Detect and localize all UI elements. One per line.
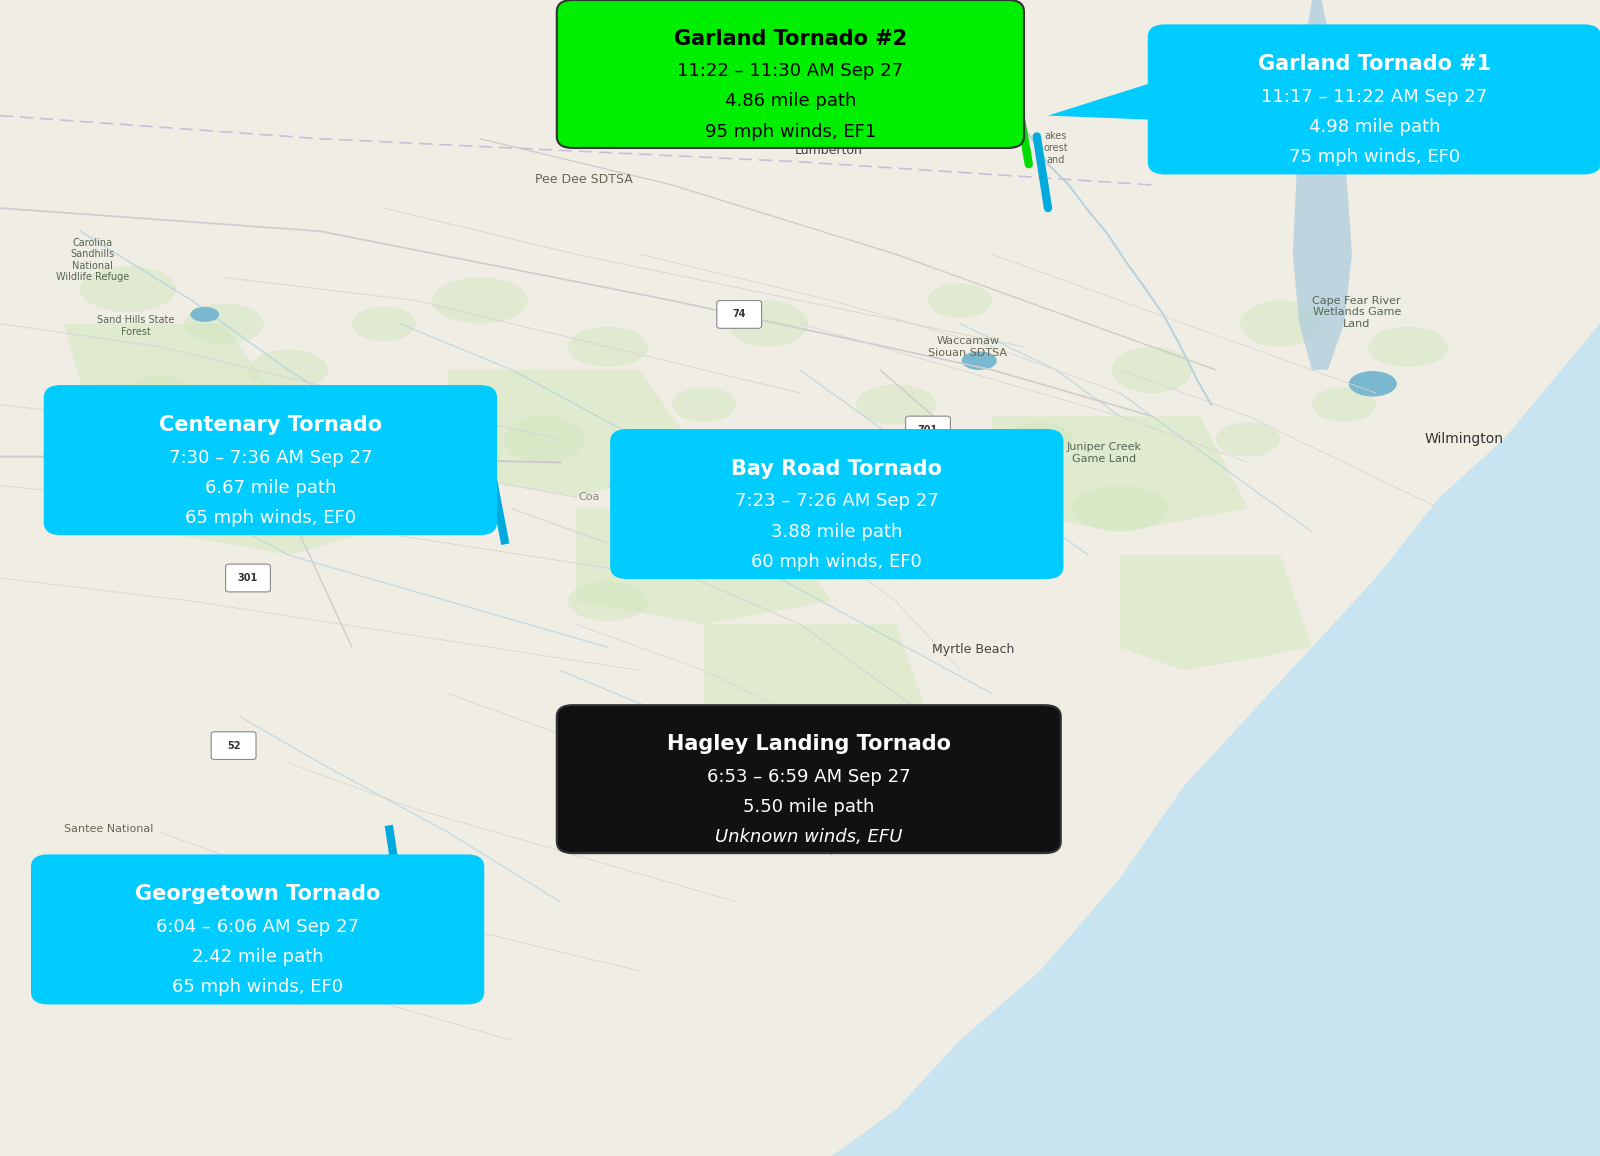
Ellipse shape: [728, 301, 808, 347]
Ellipse shape: [190, 306, 219, 321]
Ellipse shape: [1312, 387, 1376, 422]
Text: Unknown winds, EFU: Unknown winds, EFU: [715, 828, 902, 846]
Polygon shape: [64, 324, 288, 462]
Polygon shape: [832, 324, 1600, 1156]
FancyBboxPatch shape: [211, 732, 256, 759]
Ellipse shape: [320, 491, 384, 526]
Ellipse shape: [80, 266, 176, 312]
Text: 65 mph winds, EF0: 65 mph winds, EF0: [173, 978, 342, 996]
Text: Carolina
Sandhills
National
Wildlife Refuge: Carolina Sandhills National Wildlife Ref…: [56, 238, 130, 282]
Text: Wilmington: Wilmington: [1424, 432, 1504, 446]
Text: Coa: Coa: [578, 492, 600, 502]
Polygon shape: [992, 416, 1248, 532]
Ellipse shape: [768, 445, 832, 480]
Text: Florence: Florence: [314, 455, 374, 469]
FancyBboxPatch shape: [45, 386, 496, 534]
Text: 6.67 mile path: 6.67 mile path: [205, 479, 336, 497]
Text: 60 mph winds, EF0: 60 mph winds, EF0: [752, 553, 922, 571]
Polygon shape: [1120, 555, 1312, 670]
Text: Garland Tornado #2: Garland Tornado #2: [674, 29, 907, 49]
Ellipse shape: [1008, 422, 1072, 457]
Polygon shape: [448, 370, 704, 497]
Polygon shape: [627, 483, 781, 525]
Text: 75 mph winds, EF0: 75 mph winds, EF0: [1290, 148, 1459, 166]
Polygon shape: [480, 439, 493, 481]
Text: 11:17 – 11:22 AM Sep 27: 11:17 – 11:22 AM Sep 27: [1261, 88, 1488, 106]
Ellipse shape: [504, 416, 584, 462]
Ellipse shape: [568, 326, 648, 368]
Text: 6:04 – 6:06 AM Sep 27: 6:04 – 6:06 AM Sep 27: [157, 918, 358, 936]
Polygon shape: [1048, 79, 1165, 120]
Text: Centenary Tornado: Centenary Tornado: [158, 415, 382, 435]
Text: Georgetown Tornado: Georgetown Tornado: [134, 884, 381, 904]
Text: Cape Fear River
Wetlands Game
Land: Cape Fear River Wetlands Game Land: [1312, 296, 1402, 328]
Text: 4.98 mile path: 4.98 mile path: [1309, 118, 1440, 136]
FancyBboxPatch shape: [350, 444, 395, 472]
Text: Garland Tornado #1: Garland Tornado #1: [1258, 54, 1491, 74]
Ellipse shape: [704, 538, 768, 572]
Text: Myrtle Beach: Myrtle Beach: [931, 643, 1014, 657]
Ellipse shape: [928, 283, 992, 318]
Ellipse shape: [672, 387, 736, 422]
Text: 6:53 – 6:59 AM Sep 27: 6:53 – 6:59 AM Sep 27: [707, 768, 910, 786]
Text: 3.88 mile path: 3.88 mile path: [771, 523, 902, 541]
Text: Juniper Creek
Game Land: Juniper Creek Game Land: [1067, 443, 1141, 464]
Text: Hagley Landing Tornado: Hagley Landing Tornado: [667, 734, 950, 754]
Text: Sand Hills State
Forest: Sand Hills State Forest: [98, 316, 174, 336]
FancyBboxPatch shape: [1149, 25, 1600, 173]
FancyBboxPatch shape: [717, 301, 762, 328]
Text: 11:22 – 11:30 AM Sep 27: 11:22 – 11:30 AM Sep 27: [677, 62, 904, 81]
Text: 7:23 – 7:26 AM Sep 27: 7:23 – 7:26 AM Sep 27: [734, 492, 939, 511]
Ellipse shape: [856, 384, 936, 425]
Polygon shape: [704, 624, 928, 740]
Ellipse shape: [352, 306, 416, 341]
FancyBboxPatch shape: [557, 0, 1024, 148]
Polygon shape: [1293, 0, 1352, 370]
Ellipse shape: [1072, 486, 1168, 532]
Ellipse shape: [128, 376, 192, 410]
Ellipse shape: [248, 349, 328, 390]
Text: 52: 52: [227, 741, 240, 750]
Ellipse shape: [432, 277, 528, 324]
FancyBboxPatch shape: [32, 855, 483, 1003]
Text: 20: 20: [366, 453, 379, 462]
Ellipse shape: [139, 860, 174, 879]
Text: Pee Dee SDTSA: Pee Dee SDTSA: [534, 172, 634, 186]
FancyBboxPatch shape: [557, 705, 1061, 853]
Ellipse shape: [1368, 326, 1448, 368]
Text: Waccamaw
Siouan SDTSA: Waccamaw Siouan SDTSA: [928, 336, 1008, 357]
Text: Santee National: Santee National: [64, 824, 154, 833]
Text: 701: 701: [918, 425, 938, 435]
Text: 74: 74: [733, 310, 746, 319]
FancyBboxPatch shape: [906, 416, 950, 444]
Polygon shape: [576, 509, 832, 624]
Text: 95 mph winds, EF1: 95 mph winds, EF1: [704, 123, 877, 141]
Ellipse shape: [1112, 347, 1192, 393]
Ellipse shape: [1240, 301, 1320, 347]
Polygon shape: [573, 758, 746, 800]
Ellipse shape: [962, 351, 997, 370]
Text: 301: 301: [238, 573, 258, 583]
Ellipse shape: [1349, 371, 1397, 397]
Ellipse shape: [568, 580, 648, 622]
Text: Bay Road Tornado: Bay Road Tornado: [731, 459, 942, 479]
Polygon shape: [1008, 53, 1021, 95]
FancyBboxPatch shape: [611, 430, 1062, 578]
Text: 2.42 mile path: 2.42 mile path: [192, 948, 323, 966]
Text: 5.50 mile path: 5.50 mile path: [742, 798, 875, 816]
Polygon shape: [400, 909, 467, 950]
Text: 4.86 mile path: 4.86 mile path: [725, 92, 856, 111]
Text: 65 mph winds, EF0: 65 mph winds, EF0: [186, 509, 355, 527]
FancyBboxPatch shape: [226, 564, 270, 592]
Text: akes
orest
and: akes orest and: [1043, 132, 1069, 164]
Text: 7:30 – 7:36 AM Sep 27: 7:30 – 7:36 AM Sep 27: [168, 449, 373, 467]
Ellipse shape: [216, 418, 296, 459]
Ellipse shape: [184, 304, 264, 344]
Ellipse shape: [443, 392, 469, 406]
Ellipse shape: [1216, 422, 1280, 457]
Polygon shape: [160, 439, 416, 555]
Text: Lumberton: Lumberton: [795, 143, 862, 157]
